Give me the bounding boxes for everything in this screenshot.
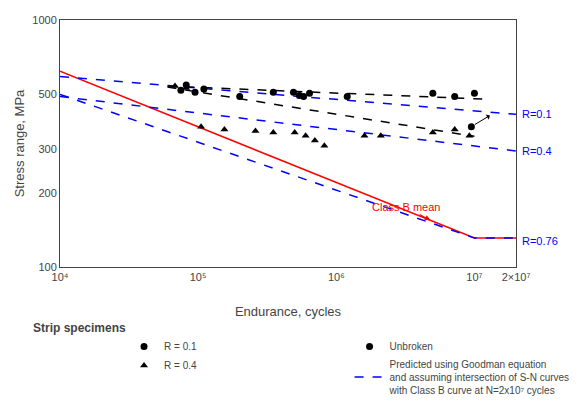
svg-text:Stress range, MPa: Stress range, MPa (12, 89, 27, 197)
svg-text:R=0.76: R=0.76 (522, 235, 558, 247)
svg-text:R=0.1: R=0.1 (522, 108, 552, 120)
svg-text:R = 0.1: R = 0.1 (164, 341, 197, 352)
svg-text:10⁶: 10⁶ (328, 271, 345, 283)
svg-text:Unbroken: Unbroken (390, 341, 433, 352)
svg-text:Endurance, cycles: Endurance, cycles (235, 304, 342, 319)
svg-text:10⁷: 10⁷ (466, 271, 482, 283)
svg-text:200: 200 (38, 187, 56, 199)
svg-text:500: 500 (38, 88, 56, 100)
svg-text:10⁵: 10⁵ (190, 271, 207, 283)
svg-text:1000: 1000 (32, 14, 56, 26)
svg-text:300: 300 (38, 143, 56, 155)
svg-text:100: 100 (38, 261, 56, 273)
svg-text:Predicted using Goodman equati: Predicted using Goodman equationand assu… (389, 359, 570, 396)
svg-text:Class B mean: Class B mean (372, 201, 440, 213)
svg-text:Strip specimens: Strip specimens (33, 321, 126, 335)
svg-text:R = 0.4: R = 0.4 (164, 360, 197, 371)
svg-text:R=0.4: R=0.4 (522, 145, 552, 157)
svg-text:2×10⁷: 2×10⁷ (502, 271, 531, 283)
svg-text:10⁴: 10⁴ (52, 271, 69, 283)
